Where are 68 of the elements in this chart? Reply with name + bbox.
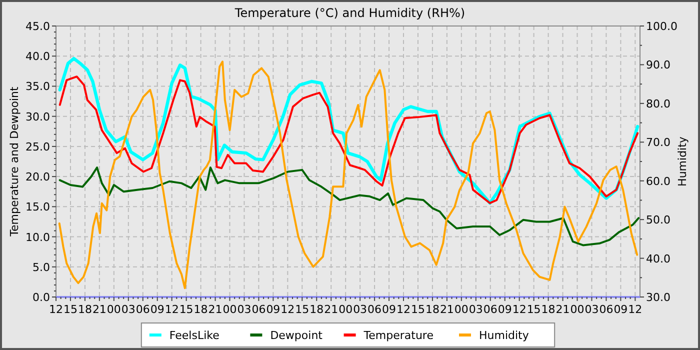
x-tick-label: 06 <box>252 303 266 316</box>
x-tick-label: 12 <box>512 303 526 316</box>
x-tick-label: 21 <box>208 303 222 316</box>
x-tick-label: 00 <box>106 303 121 316</box>
x-tick-label: 15 <box>295 303 310 316</box>
legend-label: Humidity <box>479 329 530 342</box>
y2-tick-label: 80.0 <box>646 97 670 110</box>
x-tick-label: 12 <box>628 303 642 316</box>
y2-tick-label: 60.0 <box>646 174 670 188</box>
x-tick-label: 21 <box>324 303 338 316</box>
y-axis-title: Temperature and Dewpoint <box>8 86 21 238</box>
y2-tick-label: 90.0 <box>646 58 670 72</box>
x-tick-label: 09 <box>150 303 164 316</box>
y-tick-label: 30.0 <box>26 110 50 124</box>
y2-tick-label: 40.0 <box>646 252 670 266</box>
y-tick-label: 40.0 <box>26 50 50 64</box>
y-tick-label: 45.0 <box>26 20 50 33</box>
x-tick-label: 12 <box>164 303 179 316</box>
legend-label: Dewpoint <box>270 329 324 342</box>
x-tick-label: 12 <box>396 303 411 316</box>
x-tick-label: 15 <box>63 303 78 316</box>
y2-tick-label: 50.0 <box>646 214 670 227</box>
x-tick-label: 21 <box>440 303 454 316</box>
y2-axis-title: Humidity <box>676 136 689 186</box>
legend-label: FeelsLike <box>169 329 220 342</box>
x-tick-label: 03 <box>584 303 599 316</box>
y-tick-label: 25.0 <box>26 140 50 154</box>
x-tick-label: 09 <box>266 303 280 316</box>
x-tick-label: 21 <box>556 303 570 316</box>
x-tick-label: 03 <box>121 303 136 316</box>
y2-tick-label: 100.0 <box>646 20 678 33</box>
x-tick-label: 00 <box>222 303 237 316</box>
x-tick-label: 12 <box>49 303 63 316</box>
x-tick-label: 21 <box>92 303 106 316</box>
y-tick-label: 20.0 <box>26 170 50 184</box>
x-tick-label: 03 <box>468 303 483 316</box>
y-tick-label: 0.0 <box>32 291 50 304</box>
x-tick-label: 18 <box>541 303 556 316</box>
y-tick-label: 10.0 <box>26 230 50 244</box>
x-tick-label: 03 <box>353 303 368 316</box>
x-tick-label: 18 <box>310 303 324 316</box>
line-series <box>58 166 640 246</box>
x-tick-label: 18 <box>425 303 440 316</box>
x-tick-label: 15 <box>410 303 425 316</box>
x-tick-label: 03 <box>237 303 252 316</box>
x-tick-label: 12 <box>280 303 295 316</box>
x-tick-label: 06 <box>599 303 614 316</box>
y-tick-label: 35.0 <box>26 80 50 94</box>
y2-tick-label: 30.0 <box>646 291 670 304</box>
y2-tick-label: 70.0 <box>646 136 670 150</box>
y-tick-label: 5.0 <box>32 260 50 274</box>
x-tick-label: 00 <box>454 303 468 316</box>
x-tick-label: 00 <box>570 303 584 316</box>
x-tick-label: 15 <box>179 303 194 316</box>
x-tick-label: 18 <box>194 303 208 316</box>
y-tick-label: 15.0 <box>26 200 50 214</box>
line-series <box>58 60 638 290</box>
x-tick-label: 15 <box>526 303 541 316</box>
x-tick-label: 18 <box>78 303 92 316</box>
x-tick-label: 06 <box>136 303 150 316</box>
chart-title: Temperature (°C) and Humidity (RH%) <box>234 6 466 20</box>
x-tick-label: 09 <box>498 303 512 316</box>
x-tick-label: 09 <box>614 303 628 316</box>
x-tick-label: 06 <box>368 303 382 316</box>
legend-label: Temperature <box>362 329 434 342</box>
x-tick-label: 00 <box>338 303 353 316</box>
x-tick-label: 06 <box>483 303 498 316</box>
x-tick-label: 09 <box>382 303 396 316</box>
